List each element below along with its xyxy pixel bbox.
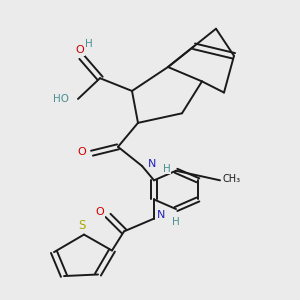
Text: S: S [78, 219, 86, 232]
Text: O: O [96, 207, 104, 217]
Text: N: N [157, 210, 165, 220]
Text: H: H [172, 218, 180, 227]
Text: O: O [76, 45, 84, 56]
Text: CH₃: CH₃ [223, 174, 241, 184]
Text: HO: HO [53, 94, 69, 104]
Text: N: N [148, 159, 156, 170]
Text: O: O [78, 147, 86, 157]
Text: H: H [163, 164, 171, 173]
Text: H: H [85, 39, 93, 49]
